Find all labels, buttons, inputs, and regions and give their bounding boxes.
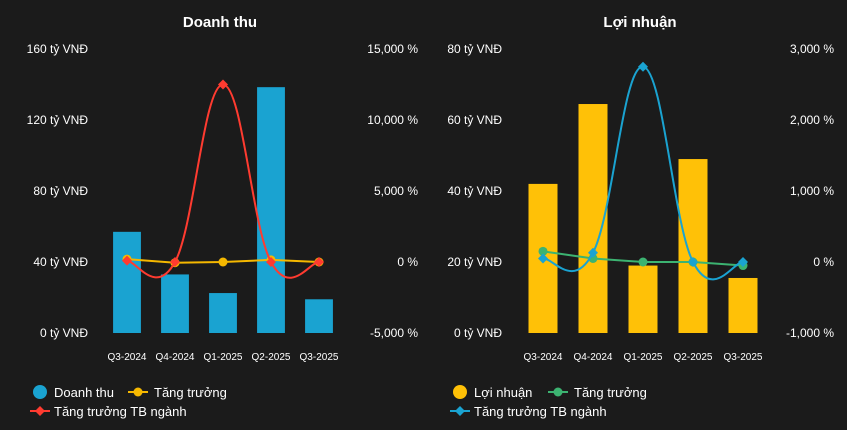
y-right-tick-label: 5,000 % [374,184,418,198]
bar[interactable] [257,87,285,333]
bar[interactable] [628,265,658,333]
line-point [314,257,324,267]
legend-label: Lợi nhuận [474,385,532,400]
x-tick-label: Q2-2025 [674,352,713,363]
legend-label: Tăng trưởng TB ngành [474,404,607,419]
y-right-tick-label: 2,000 % [790,113,834,127]
line-point [218,79,228,90]
y-left-tick-label: 40 tỷ VNĐ [33,255,88,269]
line-point [688,257,698,267]
x-tick-label: Q4-2024 [156,352,195,363]
line-point [538,246,548,256]
y-left-tick-label: 160 tỷ VNĐ [27,42,89,56]
y-left-tick-label: 80 tỷ VNĐ [33,184,88,198]
bar[interactable] [113,231,141,333]
legend-marker [133,387,143,397]
chart-1: Lợi nhuận 0 tỷ VNĐ 20 tỷ VNĐ 40 tỷ VNĐ 60 tỷ… [447,14,834,419]
legend-swatch-bar[interactable] [33,385,47,399]
x-tick-label: Q3-2024 [524,352,563,363]
x-tick-label: Q3-2025 [300,352,339,363]
line-point [122,255,132,266]
legend-marker [455,406,465,416]
y-right-tick-label: 3,000 % [790,42,834,56]
bar[interactable] [209,293,237,333]
y-right-tick-label: 10,000 % [367,113,418,127]
y-left-tick-label: 20 tỷ VNĐ [447,255,502,269]
line-point [638,257,648,267]
bar[interactable] [161,274,189,333]
y-right-tick-label: 0 % [813,255,834,269]
legend-marker [35,406,45,416]
y-right-tick-label: 1,000 % [790,184,834,198]
bar[interactable] [578,104,608,334]
x-tick-label: Q3-2025 [724,352,763,363]
line-point [218,257,228,267]
y-right-tick-label: 0 % [397,255,418,269]
legend-marker [553,387,563,397]
x-tick-label: Q1-2025 [624,352,663,363]
y-left-tick-label: 60 tỷ VNĐ [447,113,502,127]
series-line [542,65,744,281]
y-left-tick-label: 40 tỷ VNĐ [447,184,502,198]
chart-title: Doanh thu [183,14,257,31]
legend-label: Tăng trưởng TB ngành [54,404,187,419]
x-tick-label: Q1-2025 [204,352,243,363]
y-left-tick-label: 0 tỷ VNĐ [454,326,502,340]
y-left-tick-label: 0 tỷ VNĐ [40,326,88,340]
y-left-tick-label: 120 tỷ VNĐ [27,113,89,127]
chart-0: Doanh thu 0 tỷ VNĐ 40 tỷ VNĐ 80 tỷ VNĐ 120 t… [27,14,419,419]
y-right-tick-label: 15,000 % [367,42,418,56]
x-tick-label: Q2-2025 [252,352,291,363]
bar[interactable] [678,159,708,333]
series-line [126,83,320,279]
line-point [588,247,598,258]
legend-label: Tăng trưởng [574,385,647,400]
y-right-tick-label: -5,000 % [370,326,418,340]
legend-label: Doanh thu [54,385,114,400]
line-point [538,253,548,264]
line-point [170,257,180,267]
legend-label: Tăng trưởng [154,385,227,400]
line-point [738,257,748,267]
line-point [266,257,276,267]
x-tick-label: Q3-2024 [108,352,147,363]
y-left-tick-label: 80 tỷ VNĐ [447,42,502,56]
y-right-tick-label: -1,000 % [786,326,834,340]
chart-title: Lợi nhuận [603,14,676,31]
legend-swatch-bar[interactable] [453,385,467,399]
line-point [638,61,648,72]
bar[interactable] [305,299,333,333]
bar[interactable] [728,277,758,333]
x-tick-label: Q4-2024 [574,352,613,363]
